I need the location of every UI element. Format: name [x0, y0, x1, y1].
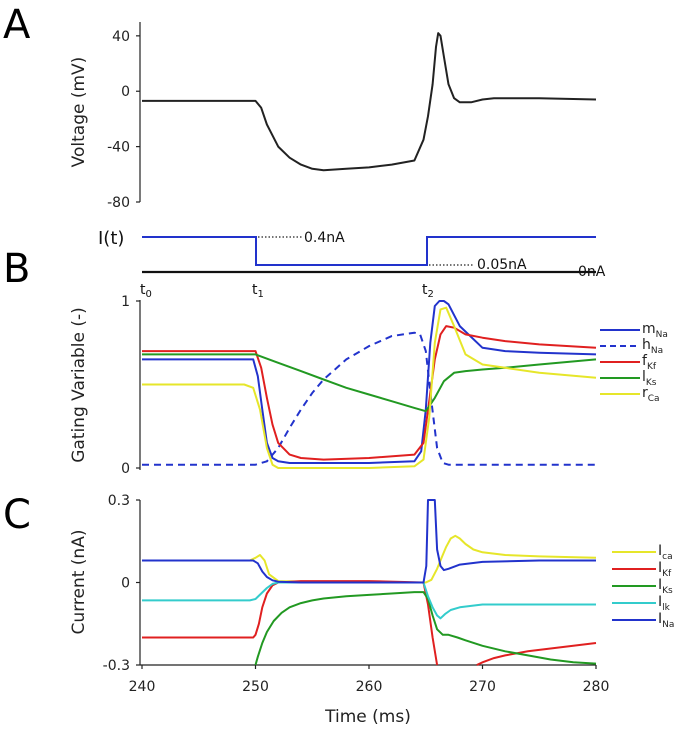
panel-c-series-i-ks [254, 591, 597, 666]
panel-b-series-f-kf [142, 325, 597, 461]
stimulus-high-label: 0.4nA [304, 230, 345, 246]
legend-label-ikf: IKf [658, 560, 672, 579]
panel-c-xtick-label: 250 [242, 679, 269, 695]
panel-b-series-r-ca [142, 306, 597, 469]
panel-c-series-i-ca [142, 534, 597, 584]
panel-c-xtick-label: 270 [469, 679, 496, 695]
legend-label-ilk: Ilk [658, 594, 671, 613]
legend-label-iks: IKs [658, 577, 673, 596]
panel-a-ytick-label: -40 [107, 140, 130, 156]
legend-label-ica: Ica [658, 543, 673, 562]
legend-label-rca: rCa [642, 385, 660, 404]
panel-c-x-axis-label: Time (ms) [324, 707, 411, 727]
panel-letter-a: A [3, 2, 31, 48]
panel-c-xtick-label: 280 [583, 679, 610, 695]
panel-b-series-h-na [142, 331, 596, 466]
panel-a-y-axis-label: Voltage (mV) [69, 57, 89, 168]
stimulus-current-trace: I(t) 0.4nA 0.05nA 0nA t0 t1 t2 [98, 228, 606, 300]
panel-a-ytick-label: 0 [121, 84, 130, 100]
panel-a-ytick-label: -80 [107, 195, 130, 211]
panel-b-series-m-na [142, 300, 597, 464]
legend-label-hna: hNa [642, 337, 663, 356]
stimulus-label: I(t) [98, 228, 124, 249]
legend-label-lks: lKs [642, 369, 657, 388]
panel-c-ytick-label: 0.3 [108, 493, 130, 509]
panel-c-series-i-na [142, 499, 596, 584]
time-marker-t1: t1 [252, 282, 264, 300]
time-marker-t2: t2 [422, 282, 434, 300]
panel-b-ytick-label: 1 [121, 294, 130, 310]
panel-c-ytick-label: 0 [121, 576, 130, 592]
panel-c-current-chart: Current (nA) Time (ms) 0.3 0 -0.3 240 250 260… [69, 493, 674, 727]
panel-letter-b: B [3, 246, 30, 292]
time-marker-t0: t0 [140, 282, 152, 300]
panel-a-series-trace [142, 32, 597, 172]
panel-c-series-i-lk [142, 581, 596, 620]
stimulus-zero-label: 0nA [578, 264, 606, 280]
panel-b-series-l-ks [142, 353, 597, 413]
legend-label-fkf: fKf [642, 353, 657, 372]
panel-letter-c: C [3, 492, 31, 538]
panel-c-xtick-label: 260 [356, 679, 383, 695]
panel-a-voltage-chart: Voltage (mV) 40 0 -40 -80 [69, 22, 597, 211]
stimulus-low-label: 0.05nA [477, 257, 527, 273]
panel-c-xtick-label: 240 [129, 679, 156, 695]
legend-label-ina: INa [658, 611, 674, 630]
panel-c-ytick-label: -0.3 [103, 658, 130, 674]
legend-label-mna: mNa [642, 321, 668, 340]
panel-a-ytick-label: 40 [112, 29, 130, 45]
stimulus-waveform [142, 236, 596, 266]
panel-b-ytick-label: 0 [121, 461, 130, 477]
panel-c-y-axis-label: Current (nA) [69, 530, 89, 635]
panel-b-y-axis-label: Gating Variable (-) [69, 307, 89, 463]
